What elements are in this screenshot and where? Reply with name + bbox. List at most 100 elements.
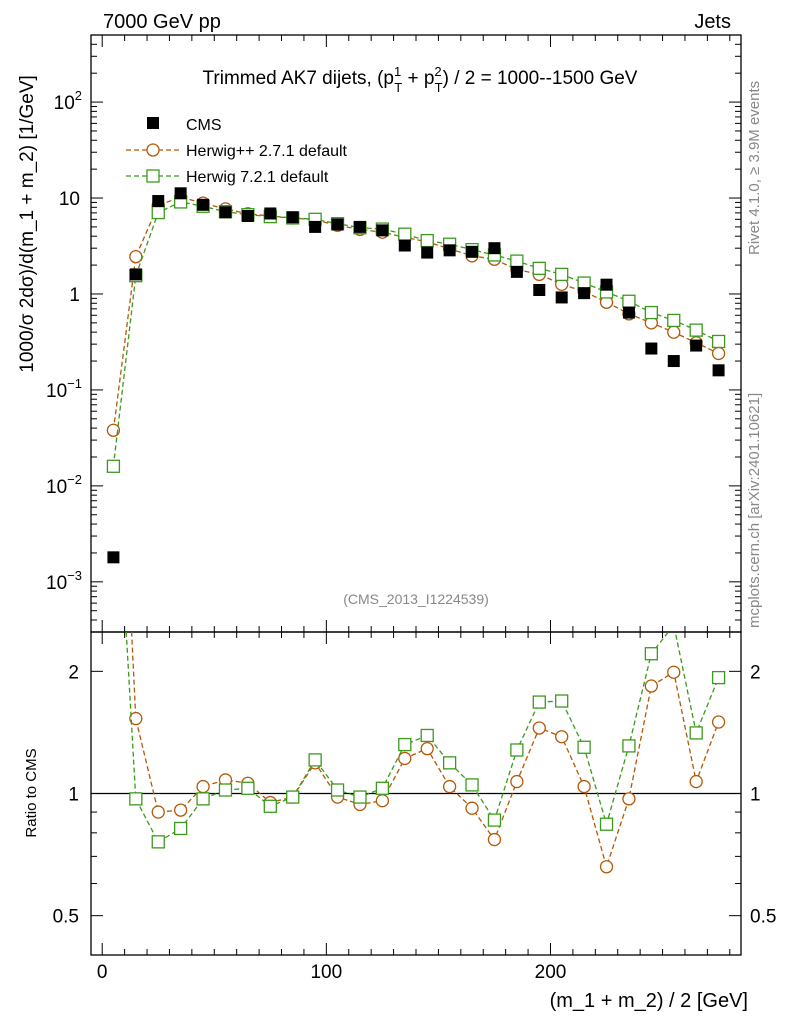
cms-point [241,209,254,222]
herwigpp-point [129,249,143,264]
mcplots-label: mcplots.cern.ch [arXiv:2401.10621] [746,393,763,628]
ratio-herwigpp-point [174,803,188,817]
cms-point [309,220,322,233]
ratio-herwig7-point [263,799,277,813]
cms-point [219,206,232,219]
cms-point [286,211,299,224]
ratio-y-tick-label-right: 1 [750,785,761,806]
herwig7-point [644,305,658,320]
ratio-y-tick-label-left: 0.5 [53,907,79,928]
ratio-herwig7-point [510,743,524,757]
ratio-herwig7-point [599,817,614,831]
header-process-label: Jets [694,11,731,33]
cms-point [264,207,277,220]
ratio-herwig7-point [308,753,322,767]
ratio-herwigpp-point [196,779,210,794]
cms-point [197,198,210,211]
cms-point [555,291,568,304]
ratio-herwig7-point [668,619,680,631]
herwig7-point [689,323,703,337]
rivet-version-label: Rivet 4.1.0, ≥ 3.9M events [746,81,763,255]
herwig7-point [711,334,726,349]
ratio-herwigpp-point [129,711,143,726]
main-axis-ticks: 10−3 10−2 10−1 1 10 102 [46,34,741,633]
ratio-herwigpp-point [375,794,390,808]
ratio-herwigpp-point [667,665,681,679]
ratio-herwig7-point [286,790,300,804]
main-y-tick-label: 10−2 [46,472,82,498]
ratio-y-tick-label-left: 1 [68,785,79,806]
cms-point [443,244,456,257]
cms-point [645,342,658,355]
ratio-herwig7-point [353,790,367,804]
main-y-axis-label: 1000/σ 2dσ)/d(m_1 + m_2) [1/GeV] [17,75,38,373]
ratio-herwig7-point [442,756,457,770]
ratio-y-tick-label-left: 2 [68,662,79,683]
herwig7-point [510,254,524,268]
main-panel: 10−3 10−2 10−1 1 10 102 Trimmed AK7 dijets, (… [17,34,742,633]
cms-point [107,551,120,564]
herwig7-point [398,227,412,241]
cms-point [421,246,434,259]
ratio-herwig7-line [125,632,720,843]
ratio-herwigpp-point [510,774,524,789]
ratio-herwig7-point [218,783,233,797]
ratio-herwigpp-point [398,751,412,766]
cms-point [152,195,165,208]
ratio-herwigpp-point [711,715,726,729]
cms-point [600,278,613,291]
ratio-herwigpp-line [130,632,720,869]
ratio-herwigpp-point [532,721,546,735]
herwig7-line [112,201,719,467]
herwig7-point [151,205,165,220]
analysis-id: (CMS_2013_I1224539) [343,591,489,607]
herwig7-point [555,267,569,282]
main-y-tick-label: 10 [59,189,80,210]
cms-point [398,239,411,252]
ratio-panel: 0.5 0.5 1 1 2 2 0 100 200 Ratio to CMS (m_1 + m_… [23,250,776,1012]
ratio-herwig7-point [487,813,502,827]
ratio-herwigpp-point [465,801,479,815]
cms-point [129,268,142,281]
ratio-herwig7-point [196,792,210,806]
herwigpp-point [711,346,726,361]
ratio-herwigpp-point [151,805,165,819]
herwig7-point [420,233,434,248]
ratio-herwigpp-point [442,779,457,794]
ratio-herwig7-point [330,783,345,797]
ratio-herwig7-point [151,835,165,849]
herwigpp-line [112,196,719,431]
herwig7-point [667,313,681,328]
cms-point [466,245,479,258]
ratio-herwig7-point [555,694,569,708]
cms-point [331,218,344,231]
legend-marker-herwig7 [146,169,160,183]
herwigpp-point [106,423,121,437]
legend-label-cms: CMS [186,117,222,134]
herwig7-point [532,261,546,275]
ratio-herwigpp-point [599,860,614,874]
cms-point [622,306,635,319]
ratio-herwigpp-point [107,250,119,262]
ratio-herwig7-point [398,737,412,752]
ratio-herwig7-point [622,739,636,753]
cms-point [376,224,389,237]
ratio-herwig7-point [241,781,255,795]
ratio-herwig7-point [129,792,143,806]
main-y-tick-label: 1 [69,285,80,306]
cms-point [712,364,725,377]
ratio-herwig7-point [532,695,546,709]
cms-point [174,187,187,200]
ratio-y-axis-label: Ratio to CMS [23,748,40,837]
ratio-herwig7-point [465,778,479,792]
main-y-tick-label: 102 [54,88,82,114]
x-tick-label: 0 [97,962,108,983]
ratio-herwig7-point [375,781,390,795]
herwig7-point [106,459,121,473]
ratio-herwig7-point [174,821,188,836]
ratio-herwig7-point [420,728,434,743]
ratio-herwig7-point [689,726,703,740]
ratio-herwig7-point [644,647,658,661]
ratio-herwigpp-point [689,774,703,789]
